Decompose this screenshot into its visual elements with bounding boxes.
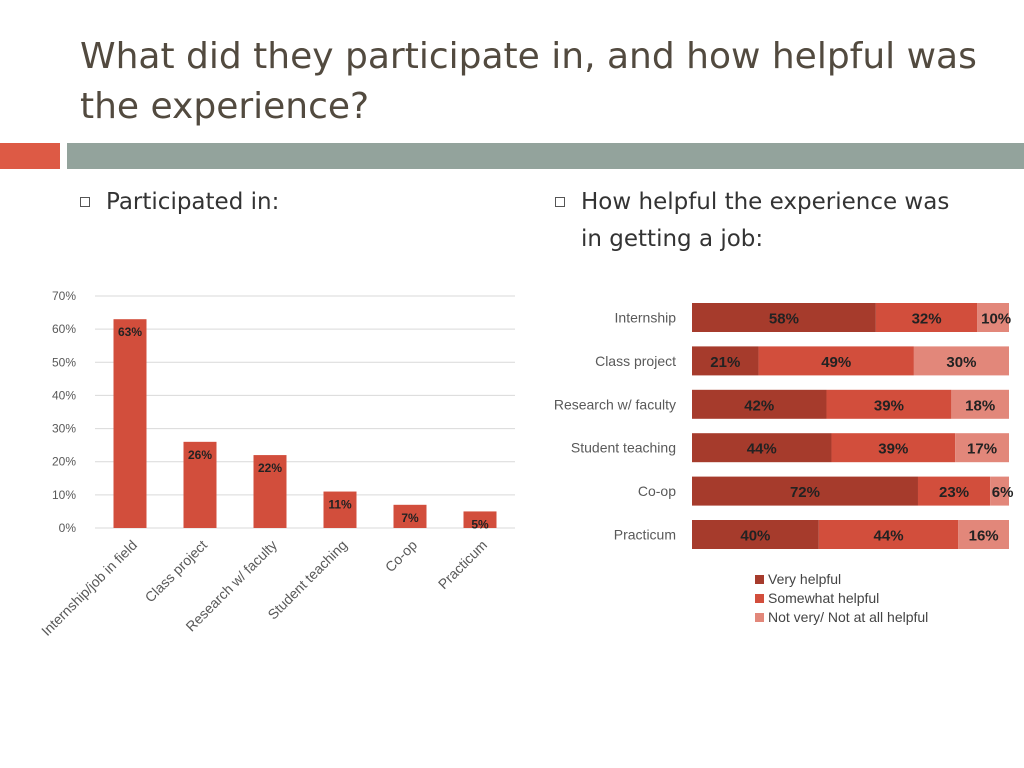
data-label: 10% (981, 311, 1011, 328)
data-label: 21% (710, 354, 740, 371)
x-tick-label: Internship/job in field (38, 537, 140, 639)
bar (113, 319, 147, 528)
bar (323, 491, 357, 528)
bar-segment (917, 476, 991, 506)
participation-bar-chart: 0% 10% 20% 30% 40% 50% 60% 70% 63% Internship/job… (38, 289, 515, 639)
square-bullet-icon (555, 197, 565, 207)
data-label: 18% (965, 397, 995, 414)
data-label: 30% (946, 354, 976, 371)
helpfulness-stacked-bar-chart: Internship 58% 32% 10% Class project 21% 49% 30… (554, 303, 1014, 549)
bullet-helpful: How helpful the experience was in gettin… (555, 184, 975, 264)
category-label: Co-op (638, 483, 676, 499)
bar (393, 504, 427, 528)
bar-segment (826, 389, 952, 419)
y-tick-label: 30% (52, 422, 76, 436)
bar-segment (692, 520, 819, 549)
bar-segment (990, 476, 1009, 506)
bar-segment (913, 346, 1009, 376)
bar-segment (758, 346, 914, 376)
data-label: 44% (874, 528, 904, 545)
bar-segment (875, 303, 978, 332)
category-label: Practicum (614, 527, 676, 543)
data-label: 39% (874, 397, 904, 414)
data-label: 22% (258, 461, 282, 475)
bar-segment (958, 520, 1009, 549)
bar-segment (692, 389, 827, 419)
y-tick-label: 60% (52, 322, 76, 336)
bar-segment (692, 346, 759, 376)
legend-swatch-very-helpful (755, 575, 764, 584)
x-tick-label: Practicum (435, 537, 490, 592)
bullet-participated-text: Participated in: (106, 189, 280, 215)
category-label: Internship (615, 310, 677, 326)
bar (183, 441, 217, 528)
legend-item: Not very/ Not at all helpful (755, 608, 1015, 627)
title-divider-bar (67, 143, 1024, 169)
bar (253, 455, 287, 528)
data-label: 5% (471, 517, 489, 531)
data-label: 40% (740, 528, 770, 545)
bullet-helpful-text: How helpful the experience was in gettin… (581, 189, 950, 252)
data-label: 26% (188, 448, 212, 462)
page-title: What did they participate in, and how he… (80, 36, 977, 127)
data-label: 63% (118, 325, 142, 339)
square-bullet-icon (80, 197, 90, 207)
bullet-participated: Participated in: (80, 184, 480, 224)
data-label: 11% (328, 498, 352, 512)
data-label: 72% (790, 484, 820, 501)
bar-segment (977, 303, 1009, 332)
data-label: 39% (878, 441, 908, 458)
bar-segment (831, 433, 956, 463)
bar-segment (818, 520, 959, 549)
data-label: 32% (912, 311, 942, 328)
data-label: 44% (747, 441, 777, 458)
legend-label: Not very/ Not at all helpful (768, 609, 929, 625)
bar (463, 511, 497, 528)
x-tick-label: Class project (142, 537, 211, 606)
data-label: 17% (967, 441, 997, 458)
bar-segment (951, 389, 1009, 419)
x-tick-label: Co-op (382, 537, 420, 575)
legend-swatch-somewhat-helpful (755, 594, 764, 603)
bar-segment (955, 433, 1009, 463)
data-label: 42% (744, 397, 774, 414)
data-label: 49% (821, 354, 851, 371)
legend-label: Somewhat helpful (768, 590, 880, 606)
data-label: 16% (969, 528, 999, 545)
data-label: 23% (939, 484, 969, 501)
legend-item: Very helpful (755, 570, 1015, 589)
legend-label: Very helpful (768, 571, 842, 587)
y-tick-label: 0% (59, 521, 77, 535)
category-label: Student teaching (571, 440, 676, 456)
legend-item: Somewhat helpful (755, 589, 1015, 608)
category-label: Class project (595, 353, 676, 369)
y-tick-label: 10% (52, 488, 76, 502)
y-tick-label: 70% (52, 289, 76, 303)
data-label: 6% (992, 484, 1014, 501)
bar-segment (692, 476, 918, 506)
category-label: Research w/ faculty (554, 396, 676, 412)
bar-segment (692, 433, 832, 463)
data-label: 7% (401, 511, 419, 525)
y-tick-label: 50% (52, 355, 76, 369)
bar-segment (692, 303, 876, 332)
y-tick-label: 40% (52, 388, 76, 402)
legend-swatch-not-helpful (755, 613, 764, 622)
y-tick-label: 20% (52, 455, 76, 469)
data-label: 58% (769, 311, 799, 328)
helpfulness-legend: Very helpful Somewhat helpful Not very/ … (755, 570, 1015, 627)
title-accent-bar (0, 143, 60, 169)
